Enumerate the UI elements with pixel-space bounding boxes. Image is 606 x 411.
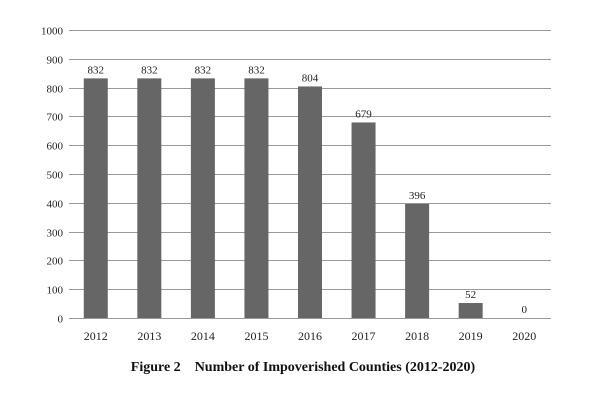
bar [405,203,430,318]
data-label: 832 [248,64,265,76]
bar [244,78,269,318]
x-tick-label: 2013 [137,329,161,343]
y-tick-label: 0 [58,314,64,326]
y-tick-label: 700 [47,112,64,124]
x-tick-label: 2015 [244,329,268,343]
y-tick-label: 900 [47,55,64,67]
data-label: 52 [465,289,476,301]
y-tick-label: 500 [47,170,64,182]
x-tick-label: 2018 [405,329,429,343]
y-tick-label: 600 [47,141,64,153]
data-label: 832 [88,64,105,76]
figure-number: Figure 2 [130,360,181,375]
y-tick-label: 100 [47,285,64,297]
y-tick-label: 800 [47,84,64,96]
x-tick-label: 2012 [84,329,108,343]
y-tick-label: 1000 [41,26,64,38]
bars [83,78,483,318]
y-axis-ticks: 0 100 200 300 400 500 600 700 800 900 1000 [41,26,64,326]
bar [458,303,483,318]
y-tick-label: 400 [47,199,64,211]
y-tick-label: 200 [47,256,64,268]
x-tick-label: 2019 [459,329,483,343]
bar [83,78,108,318]
bar [137,78,162,318]
x-tick-label: 2014 [191,329,215,343]
bar [351,122,376,318]
chart-title: Number of Impoverished Counties (2012-20… [194,360,476,375]
chart-caption: Figure 2 Number of Impoverished Counties … [0,360,606,376]
data-label: 0 [521,304,527,316]
data-label: 396 [409,190,426,202]
bar [298,86,322,318]
data-label: 679 [355,108,372,120]
bar [190,78,215,318]
data-label: 804 [302,72,319,84]
x-axis-ticks: 2012 2013 2014 2015 2016 2017 2018 2019 2020 [84,329,536,343]
x-tick-label: 2020 [512,329,536,343]
x-tick-label: 2017 [352,329,376,343]
data-label: 832 [141,64,158,76]
y-tick-label: 300 [47,228,64,240]
data-label: 832 [195,64,212,76]
x-tick-label: 2016 [298,329,322,343]
data-labels: 832 832 832 832 804 679 396 52 0 [88,64,528,316]
